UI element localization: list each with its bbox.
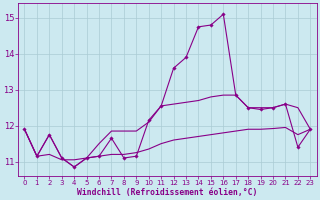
X-axis label: Windchill (Refroidissement éolien,°C): Windchill (Refroidissement éolien,°C) — [77, 188, 258, 197]
